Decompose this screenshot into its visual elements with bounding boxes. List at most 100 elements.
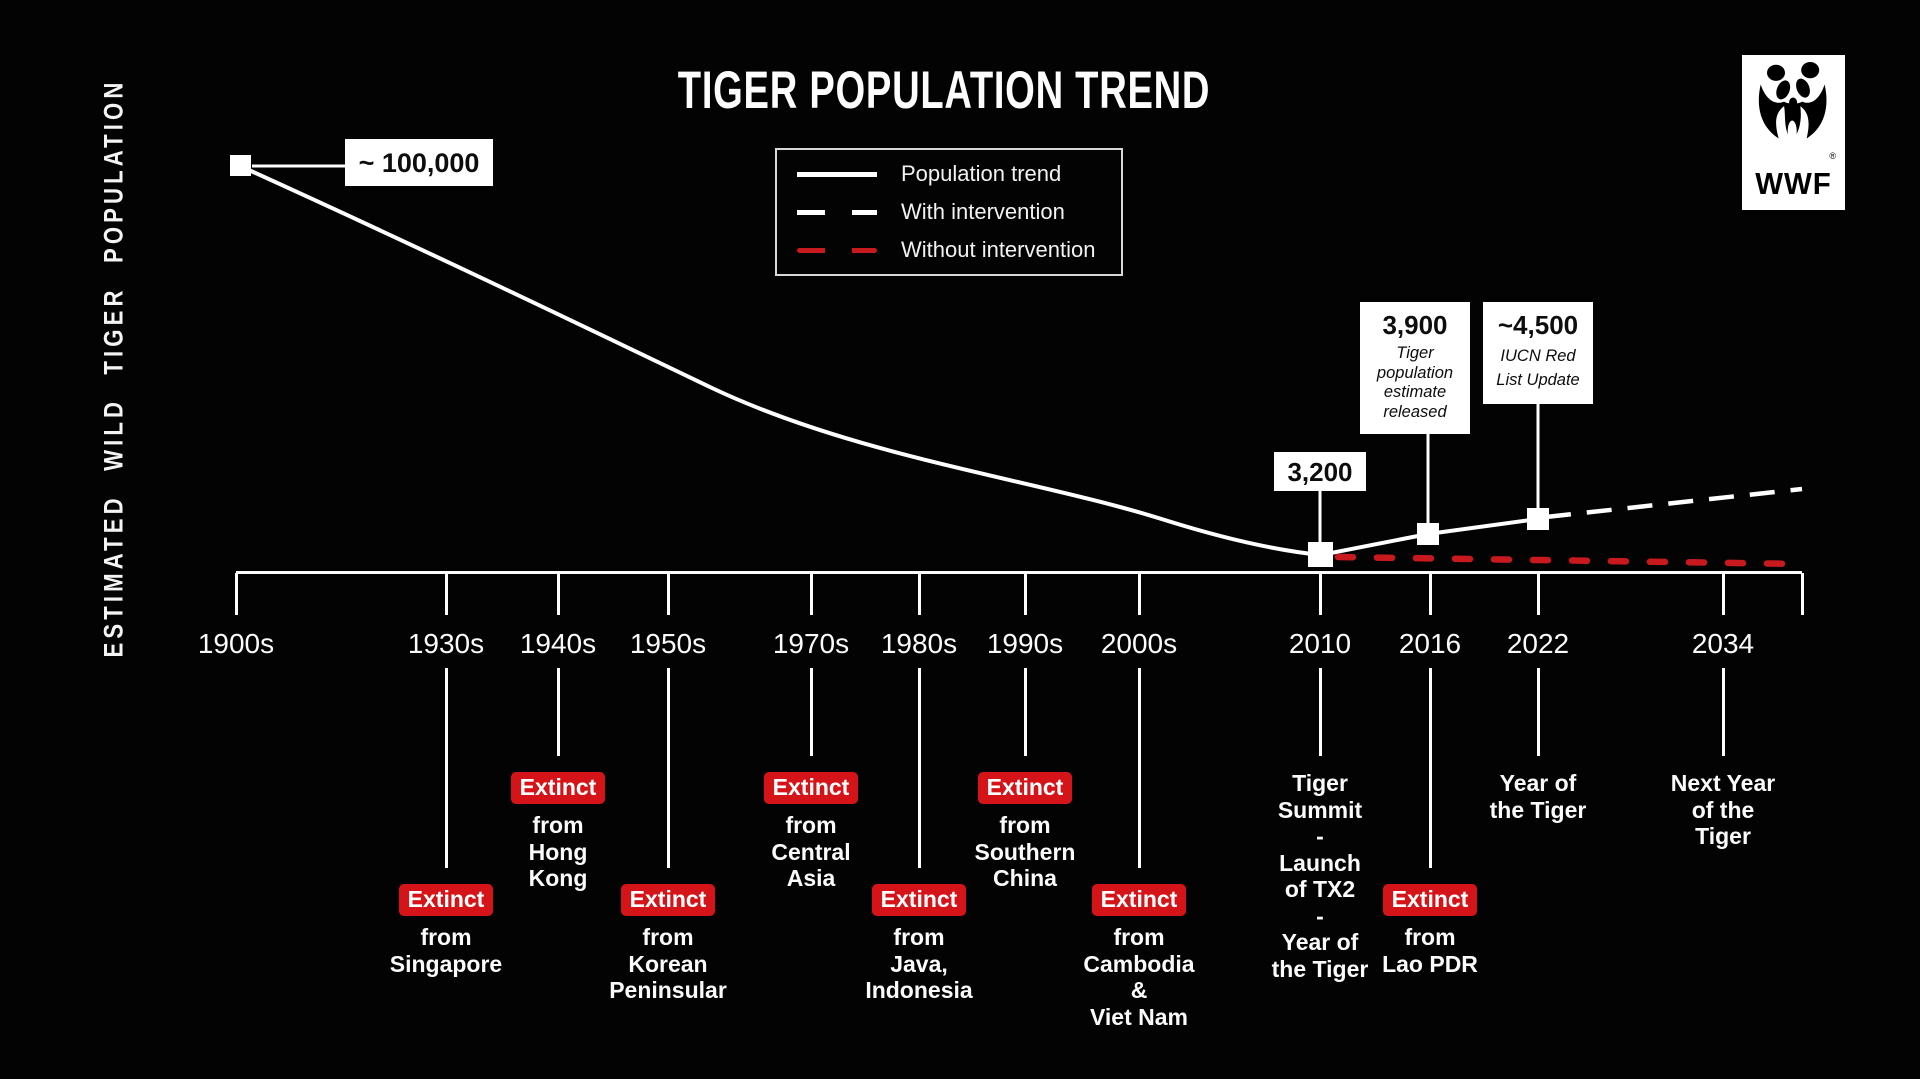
year-label: 1980s bbox=[880, 628, 958, 659]
axis-tick bbox=[234, 573, 238, 615]
annotation-text: Next Year of the Tiger bbox=[1670, 770, 1776, 849]
callout-2016: 3,900 Tiger population estimate released bbox=[1360, 302, 1470, 434]
axis-tick bbox=[1023, 573, 1027, 615]
axis-tick bbox=[1137, 573, 1141, 615]
extinct-badge: Extinct bbox=[1382, 884, 1478, 916]
without-intervention-line bbox=[1334, 553, 1806, 568]
panda-icon bbox=[1758, 62, 1827, 143]
callout-2010: 3,200 bbox=[1274, 452, 1366, 491]
timeline-column-2010: 2010 Tiger Summit - Launch of TX2- Year of the … bbox=[1240, 573, 1400, 982]
timeline-column-1900s: 1900s bbox=[156, 573, 316, 660]
annotation-line bbox=[666, 668, 670, 868]
timeline-column-2034: 2034 Next Year of the Tiger bbox=[1643, 573, 1803, 850]
extinct-badge: Extinct bbox=[620, 884, 716, 916]
timeline-column-1950s: 1950s Extinct from Korean Peninsular bbox=[588, 573, 748, 1004]
timeline-column-1940s: 1940s Extinct from Hong Kong bbox=[478, 573, 638, 892]
axis-tick bbox=[666, 573, 670, 615]
callout-value: ~ 100,000 bbox=[358, 147, 480, 178]
axis-tick bbox=[444, 573, 448, 615]
population-trend-line bbox=[239, 164, 1539, 558]
annotation-text: from Southern China bbox=[974, 812, 1076, 891]
year-label: 2034 bbox=[1691, 628, 1755, 659]
data-marker-2010 bbox=[1308, 542, 1333, 567]
callout-value: 3,200 bbox=[1287, 456, 1353, 487]
callout-1900s: ~ 100,000 bbox=[345, 139, 493, 186]
annotation-text: from Hong Kong bbox=[528, 812, 588, 891]
extinct-badge: Extinct bbox=[398, 884, 494, 916]
legend-item: With intervention bbox=[797, 199, 1121, 225]
axis-tick bbox=[1536, 573, 1540, 615]
data-marker-2022 bbox=[1527, 508, 1549, 530]
legend-item: Population trend bbox=[797, 161, 1121, 187]
data-marker-2016 bbox=[1417, 523, 1439, 545]
annotation-line bbox=[1137, 668, 1141, 868]
axis-tick bbox=[1318, 573, 1322, 615]
callout-2022: ~4,500 IUCN Red List Update bbox=[1483, 302, 1593, 404]
axis-tick bbox=[809, 573, 813, 615]
data-marker-1900s bbox=[230, 155, 251, 176]
axis-tick bbox=[1721, 573, 1725, 615]
timeline-column-axis-end bbox=[1722, 573, 1882, 615]
annotation-line bbox=[1721, 668, 1725, 756]
year-label: 2016 bbox=[1398, 628, 1462, 659]
annotation-text: from Cambodia & Viet Nam bbox=[1083, 924, 1195, 1030]
annotation-line bbox=[809, 668, 813, 756]
callout-note: Tiger population estimate released bbox=[1376, 344, 1454, 421]
year-label: 2010 bbox=[1288, 628, 1352, 659]
annotation-line bbox=[444, 668, 448, 868]
with-intervention-line bbox=[1545, 486, 1803, 520]
extinct-badge: Extinct bbox=[977, 772, 1073, 804]
year-label: 1970s bbox=[772, 628, 850, 659]
page-title: TIGER POPULATION TREND bbox=[677, 61, 1211, 120]
annotation-text: from Singapore bbox=[389, 924, 503, 977]
year-label: 1900s bbox=[197, 628, 275, 659]
axis-tick bbox=[1428, 573, 1432, 615]
legend-label: Population trend bbox=[901, 161, 1062, 186]
year-label: 1940s bbox=[519, 628, 597, 659]
year-label: 2000s bbox=[1100, 628, 1178, 659]
annotation-text: from Korean Peninsular bbox=[609, 924, 727, 1003]
dashed-white-swatch bbox=[797, 209, 877, 215]
callout-value: ~4,500 bbox=[1497, 310, 1579, 340]
x-axis-line bbox=[236, 571, 1802, 574]
callout-value: 3,900 bbox=[1382, 310, 1448, 340]
solid-white-swatch bbox=[797, 171, 877, 177]
year-label: 2022 bbox=[1506, 628, 1570, 659]
timeline-column-1990s: 1990s Extinct from Southern China bbox=[945, 573, 1105, 892]
callout-note: IUCN Red List Update bbox=[1496, 347, 1580, 389]
extinct-badge: Extinct bbox=[1091, 884, 1187, 916]
annotation-text: from Central Asia bbox=[771, 812, 851, 891]
timeline-column-1930s: 1930s Extinct from Singapore bbox=[366, 573, 526, 977]
annotation-text: Year of the Tiger bbox=[1489, 770, 1587, 823]
annotation-text: Tiger Summit - Launch of TX2- Year of the Tige… bbox=[1271, 770, 1369, 982]
year-label: 1950s bbox=[629, 628, 707, 659]
axis-tick bbox=[556, 573, 560, 615]
wwf-logo: ® WWF bbox=[1742, 55, 1845, 210]
annotation-text: from Java, Indonesia bbox=[865, 924, 973, 1003]
extinct-badge: Extinct bbox=[763, 772, 859, 804]
legend-item: Without intervention bbox=[797, 237, 1121, 263]
year-label: 1930s bbox=[407, 628, 485, 659]
annotation-line bbox=[1023, 668, 1027, 756]
axis-tick bbox=[917, 573, 921, 615]
legend: Population trend With intervention Without… bbox=[775, 148, 1123, 276]
annotation-line bbox=[917, 668, 921, 868]
annotation-text: from Lao PDR bbox=[1382, 924, 1478, 977]
year-label: 1990s bbox=[986, 628, 1064, 659]
axis-tick bbox=[1800, 573, 1804, 615]
timeline-column-1980s: 1980s Extinct from Java, Indonesia bbox=[839, 573, 999, 1004]
wwf-wordmark: WWF bbox=[1755, 166, 1832, 201]
extinct-badge: Extinct bbox=[871, 884, 967, 916]
annotation-line bbox=[1318, 668, 1322, 756]
timeline-column-2022: 2022 Year of the Tiger bbox=[1458, 573, 1618, 823]
timeline-column-2000s: 2000s Extinct from Cambodia & Viet Nam bbox=[1059, 573, 1219, 1030]
registered-trademark: ® bbox=[1829, 151, 1836, 161]
extinct-badge: Extinct bbox=[510, 772, 606, 804]
timeline-column-1970s: 1970s Extinct from Central Asia bbox=[731, 573, 891, 892]
legend-label: With intervention bbox=[901, 199, 1065, 224]
annotation-line bbox=[1536, 668, 1540, 756]
timeline-column-2016: 2016 Extinct from Lao PDR bbox=[1350, 573, 1510, 977]
dashed-red-swatch bbox=[797, 247, 877, 253]
